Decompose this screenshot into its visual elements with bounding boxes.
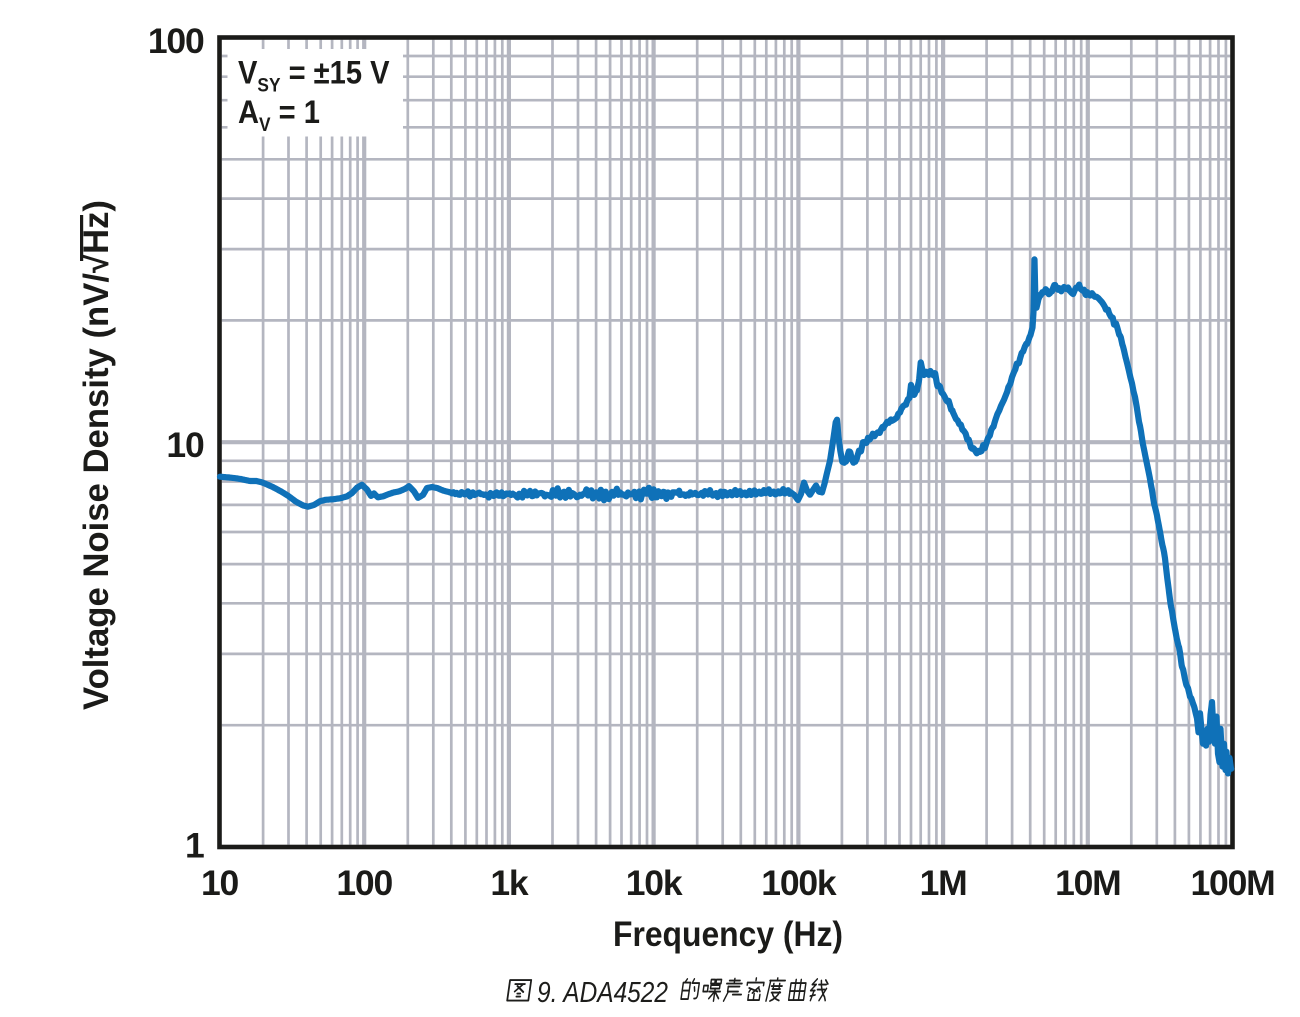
svg-text:100: 100 — [336, 863, 392, 903]
svg-text:100: 100 — [148, 21, 204, 61]
svg-text:9. ADA4522: 9. ADA4522 — [537, 977, 668, 1009]
svg-text:1: 1 — [185, 826, 204, 866]
svg-text:10: 10 — [166, 425, 204, 465]
svg-text:Voltage Noise Density (nV/√Hz): Voltage Noise Density (nV/√Hz) — [77, 200, 116, 710]
svg-text:1k: 1k — [490, 863, 529, 903]
svg-text:VSY = ±15 V: VSY = ±15 V — [238, 55, 390, 95]
svg-text:AV = 1: AV = 1 — [238, 95, 320, 135]
svg-text:100M: 100M — [1190, 863, 1274, 903]
svg-text:10k: 10k — [626, 863, 683, 903]
svg-text:Frequency (Hz): Frequency (Hz) — [613, 915, 843, 954]
svg-text:1M: 1M — [920, 863, 967, 903]
svg-text:100k: 100k — [761, 863, 837, 903]
svg-text:10M: 10M — [1055, 863, 1120, 903]
svg-text:10: 10 — [201, 863, 239, 903]
